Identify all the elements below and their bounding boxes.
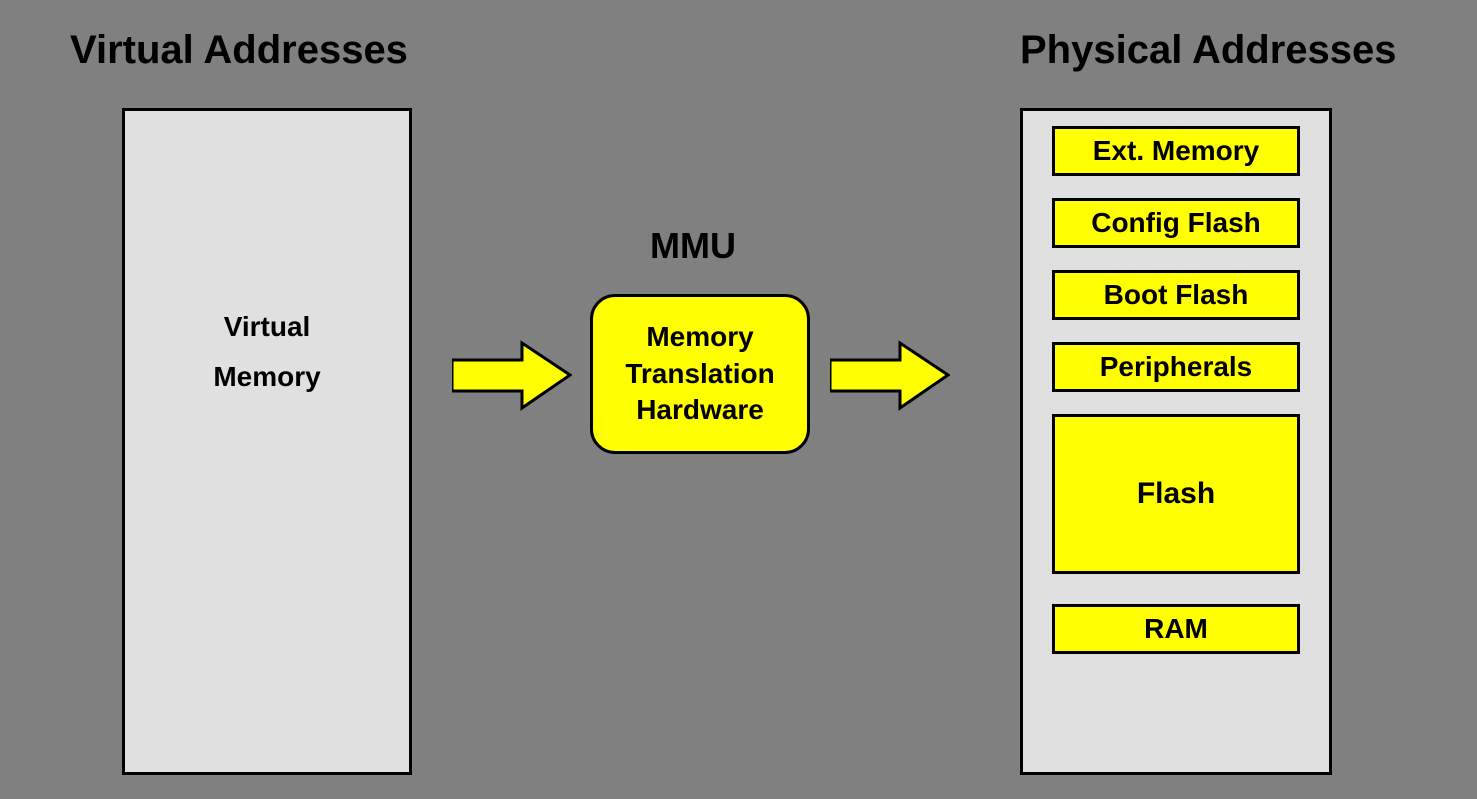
mmu-line-3: Hardware — [636, 392, 764, 428]
physical-item-ram: RAM — [1052, 604, 1300, 654]
physical-item-config-flash: Config Flash — [1052, 198, 1300, 248]
physical-item-flash: Flash — [1052, 414, 1300, 574]
mmu-line-2: Translation — [625, 356, 774, 392]
virtual-memory-box: Virtual Memory — [122, 108, 412, 775]
physical-item-boot-flash: Boot Flash — [1052, 270, 1300, 320]
physical-memory-box: Ext. Memory Config Flash Boot Flash Periphe… — [1020, 108, 1332, 775]
physical-item-ext-memory: Ext. Memory — [1052, 126, 1300, 176]
title-physical-addresses: Physical Addresses — [1020, 28, 1397, 73]
virtual-memory-label-2: Memory — [125, 361, 409, 393]
mmu-title: MMU — [650, 225, 736, 267]
physical-item-peripherals: Peripherals — [1052, 342, 1300, 392]
arrow-left-icon — [452, 338, 572, 413]
virtual-memory-label-1: Virtual — [125, 311, 409, 343]
title-virtual-addresses: Virtual Addresses — [70, 28, 408, 73]
mmu-box: Memory Translation Hardware — [590, 294, 810, 454]
arrow-right-icon — [830, 338, 950, 413]
mmu-line-1: Memory — [646, 319, 753, 355]
